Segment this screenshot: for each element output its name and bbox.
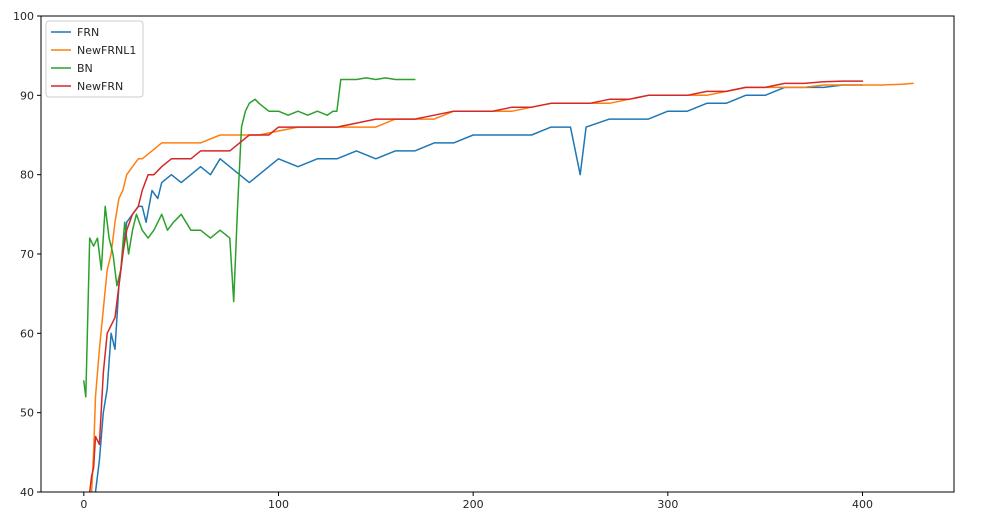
plot-lines (83, 77, 914, 492)
x-tick-label: 400 (852, 498, 873, 511)
y-tick-label: 100 (13, 10, 34, 23)
legend-label-frn: FRN (77, 26, 99, 39)
y-tick-label: 70 (20, 248, 34, 261)
x-tick-label: 0 (80, 498, 87, 511)
series-line-frn (94, 84, 864, 492)
legend-box (45, 20, 144, 98)
x-tick-label: 100 (268, 498, 289, 511)
y-axis: 40 50 60 70 80 90 100 (13, 10, 41, 499)
x-axis: 0 100 200 300 400 (80, 492, 873, 511)
y-tick-label: 80 (20, 169, 34, 182)
legend-label-bn: BN (77, 62, 93, 75)
y-tick-label: 40 (20, 486, 34, 499)
x-tick-label: 200 (463, 498, 484, 511)
legend-label-newfrnl1: NewFRNL1 (77, 44, 136, 57)
y-tick-label: 60 (20, 327, 34, 340)
legend-label-newfrn: NewFRN (77, 80, 123, 93)
series-line-bn (83, 77, 416, 398)
x-tick-label: 300 (657, 498, 678, 511)
y-tick-label: 50 (20, 407, 34, 420)
legend: FRN NewFRNL1 BN NewFRN (45, 20, 144, 98)
series-line-newfrnl1 (90, 82, 914, 492)
series-line-newfrn (88, 80, 864, 492)
y-tick-label: 90 (20, 89, 34, 102)
